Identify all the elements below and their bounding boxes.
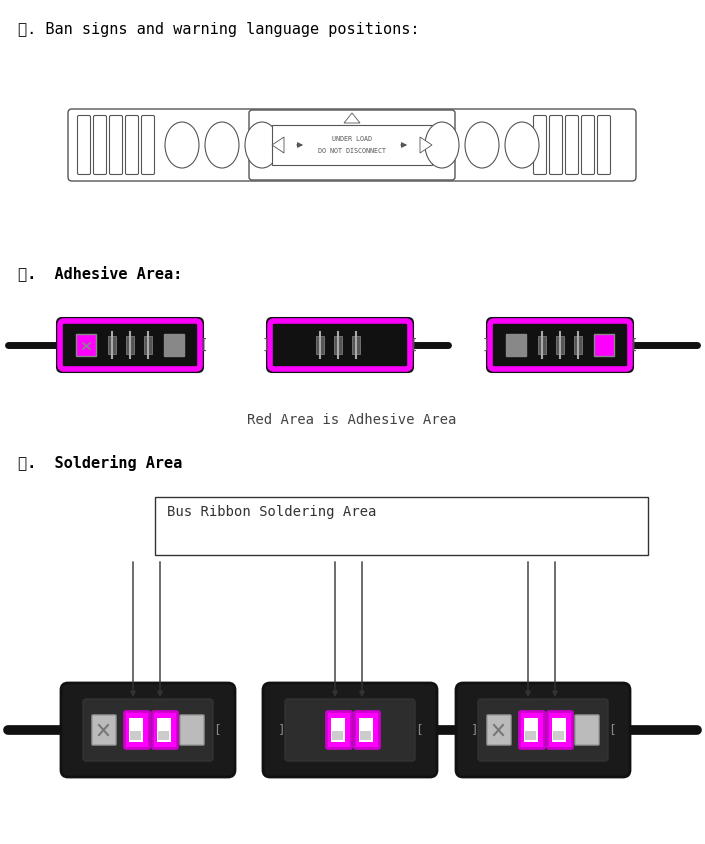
Text: [: [ (410, 338, 418, 352)
FancyBboxPatch shape (456, 683, 630, 777)
Text: DO NOT DISCONNECT: DO NOT DISCONNECT (318, 148, 386, 154)
FancyBboxPatch shape (57, 318, 203, 372)
FancyBboxPatch shape (478, 699, 608, 761)
FancyBboxPatch shape (142, 116, 154, 175)
Bar (553, 731, 564, 740)
Text: Red Area is Adhesive Area: Red Area is Adhesive Area (247, 413, 457, 427)
Polygon shape (344, 113, 360, 123)
Bar (360, 731, 371, 740)
Text: ]: ] (262, 338, 270, 352)
FancyBboxPatch shape (152, 711, 178, 749)
Bar (158, 731, 169, 740)
Bar (506, 334, 526, 356)
FancyBboxPatch shape (180, 715, 204, 745)
FancyBboxPatch shape (249, 110, 455, 180)
FancyBboxPatch shape (263, 683, 437, 777)
Bar (331, 718, 345, 742)
Text: [: [ (608, 723, 615, 737)
FancyBboxPatch shape (520, 711, 544, 749)
Text: ]: ] (278, 723, 285, 737)
FancyBboxPatch shape (487, 318, 633, 372)
Bar (126, 336, 134, 354)
FancyBboxPatch shape (582, 116, 594, 175)
Bar (359, 718, 373, 742)
FancyBboxPatch shape (78, 116, 90, 175)
Bar (594, 334, 614, 356)
FancyBboxPatch shape (355, 711, 379, 749)
FancyBboxPatch shape (565, 116, 579, 175)
FancyBboxPatch shape (534, 116, 546, 175)
Bar (524, 718, 538, 742)
FancyBboxPatch shape (598, 116, 611, 175)
Text: [: [ (415, 723, 422, 737)
FancyBboxPatch shape (549, 116, 563, 175)
Text: 六.  Adhesive Area:: 六. Adhesive Area: (18, 265, 183, 281)
FancyBboxPatch shape (267, 318, 413, 372)
Text: Bus Ribbon Soldering Area: Bus Ribbon Soldering Area (167, 505, 376, 519)
Ellipse shape (245, 122, 279, 168)
FancyBboxPatch shape (61, 683, 235, 777)
Text: [: [ (200, 338, 209, 352)
FancyBboxPatch shape (125, 711, 149, 749)
FancyBboxPatch shape (94, 116, 106, 175)
Polygon shape (272, 137, 284, 153)
Bar (76, 334, 96, 356)
Text: [: [ (213, 723, 221, 737)
Ellipse shape (205, 122, 239, 168)
FancyBboxPatch shape (83, 699, 213, 761)
Bar (129, 718, 143, 742)
Bar (164, 334, 184, 356)
Ellipse shape (505, 122, 539, 168)
Bar (155, 497, 648, 555)
Polygon shape (420, 137, 432, 153)
Bar (316, 336, 324, 354)
Bar (332, 731, 343, 740)
Bar (574, 336, 582, 354)
FancyBboxPatch shape (109, 116, 123, 175)
Text: ]: ] (482, 338, 490, 352)
FancyBboxPatch shape (92, 715, 116, 745)
Bar (130, 731, 141, 740)
Text: UNDER LOAD: UNDER LOAD (332, 136, 372, 142)
Text: 七.  Soldering Area: 七. Soldering Area (18, 455, 183, 471)
FancyBboxPatch shape (548, 711, 572, 749)
Bar (272, 125, 432, 165)
Bar (352, 336, 360, 354)
Bar (144, 336, 152, 354)
Bar (556, 336, 564, 354)
Bar (334, 336, 342, 354)
Text: ]: ] (470, 723, 478, 737)
Ellipse shape (465, 122, 499, 168)
FancyBboxPatch shape (575, 715, 599, 745)
Bar (538, 336, 546, 354)
Bar (157, 718, 171, 742)
Bar (108, 336, 116, 354)
Text: 五. Ban signs and warning language positions:: 五. Ban signs and warning language positi… (18, 22, 419, 37)
Bar (552, 718, 566, 742)
FancyBboxPatch shape (326, 711, 352, 749)
Ellipse shape (165, 122, 199, 168)
FancyBboxPatch shape (285, 699, 415, 761)
Text: [: [ (630, 338, 638, 352)
FancyBboxPatch shape (125, 116, 138, 175)
Ellipse shape (425, 122, 459, 168)
FancyBboxPatch shape (487, 715, 511, 745)
FancyBboxPatch shape (68, 109, 636, 181)
Bar (525, 731, 536, 740)
